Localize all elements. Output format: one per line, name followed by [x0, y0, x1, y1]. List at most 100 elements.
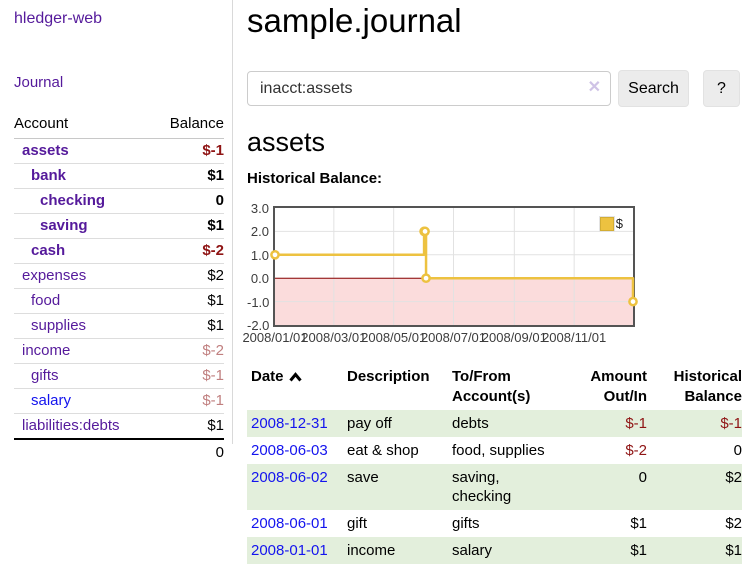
account-row: food $1 — [14, 288, 224, 314]
chart-title: Historical Balance: — [247, 170, 383, 187]
main-content: sample.journal ✕ Search ? assets Histori… — [234, 0, 742, 582]
account-link[interactable]: expenses — [22, 267, 87, 284]
register-description: income — [347, 542, 396, 559]
x-axis-tick-label: 2008/05/01 — [361, 330, 427, 345]
account-link[interactable]: assets — [22, 142, 69, 159]
account-link[interactable]: cash — [31, 242, 66, 259]
register-row: 2008-06-03 eat & shop food, supplies $-2 0 — [247, 437, 742, 464]
register-amount: 0 — [638, 469, 647, 486]
register-header-accounts: To/From Account(s) — [452, 368, 531, 405]
y-axis-tick-label: -1.0 — [247, 294, 270, 310]
register-balance: 0 — [733, 442, 742, 459]
register-header-balance: Historical Balance — [673, 368, 742, 405]
register-date-link[interactable]: 2008-06-03 — [251, 442, 328, 459]
y-axis-tick-label: 2.0 — [250, 224, 269, 240]
legend-label: $ — [615, 216, 623, 231]
account-row: assets $-1 — [14, 139, 224, 164]
account-balance: 0 — [152, 188, 224, 214]
accounts-table-body: assets $-1 bank $1 checking 0 saving $1 cash $-2 e… — [14, 139, 224, 439]
account-balance: $1 — [152, 313, 224, 339]
help-button[interactable]: ? — [703, 70, 740, 107]
register-description: save — [347, 469, 379, 486]
register-accounts: salary — [452, 542, 493, 559]
legend-swatch-icon — [599, 216, 614, 231]
search-input[interactable] — [247, 71, 611, 106]
chart-marker — [270, 249, 280, 260]
register-row: 2008-12-31 pay off debts $-1 $-1 — [247, 410, 742, 437]
register-date-link[interactable]: 2008-12-31 — [251, 415, 328, 432]
register-header-date[interactable]: Date — [247, 364, 347, 410]
accounts-table-header-row: Account Balance — [14, 112, 224, 139]
accounts-total-row: 0 — [14, 438, 224, 466]
account-link[interactable]: income — [22, 342, 71, 359]
account-row: checking 0 — [14, 188, 224, 214]
x-axis-tick-label: 2008/11/01 — [542, 330, 607, 345]
y-axis-tick-label: 0.0 — [250, 271, 269, 287]
chart-marker — [420, 226, 430, 237]
chart-canvas — [270, 208, 638, 325]
y-axis-tick-label: 1.0 — [250, 247, 269, 263]
account-link[interactable]: checking — [40, 192, 106, 209]
account-row: cash $-2 — [14, 238, 224, 264]
account-link[interactable]: salary — [31, 392, 72, 409]
register-amount: $-2 — [625, 442, 647, 459]
account-row: income $-2 — [14, 338, 224, 364]
account-row: salary $-1 — [14, 388, 224, 414]
x-axis-tick-label: 2008/01/01 — [242, 330, 308, 345]
account-balance: $1 — [152, 163, 224, 189]
account-link[interactable]: liabilities:debts — [22, 417, 120, 434]
sidebar-item-journal[interactable]: Journal — [14, 74, 64, 91]
search-button[interactable]: Search — [618, 70, 689, 107]
register-balance: $2 — [725, 515, 742, 532]
account-link[interactable]: gifts — [31, 367, 59, 384]
accounts-header-balance: Balance — [152, 112, 224, 139]
chart-legend: $ — [599, 216, 623, 231]
account-balance: $1 — [152, 213, 224, 239]
account-row: gifts $-1 — [14, 363, 224, 389]
historical-balance-chart: $ 3.0 2.0 1.0 0.0 -1.0 -2.0 2008/01/01 2008/03… — [242, 196, 727, 348]
register-balance: $-1 — [720, 415, 742, 432]
account-row: supplies $1 — [14, 313, 224, 339]
register-balance: $2 — [725, 469, 742, 486]
x-axis-tick-label: 2008/03/01 — [301, 330, 367, 345]
account-row: expenses $2 — [14, 263, 224, 289]
chart-plot-area: $ — [270, 206, 638, 327]
account-balance: $-1 — [202, 142, 224, 159]
account-row: saving $1 — [14, 213, 224, 239]
account-link[interactable]: food — [31, 292, 61, 309]
y-axis-tick-label: -2.0 — [247, 318, 270, 333]
account-balance: $-1 — [152, 388, 224, 414]
account-balance: $-1 — [152, 363, 224, 389]
register-accounts: food, supplies — [452, 442, 545, 459]
register-accounts: debts — [452, 415, 489, 432]
search-form: ✕ Search ? — [247, 70, 742, 107]
chart-marker — [421, 273, 431, 284]
x-axis-tick-label: 2008/09/01 — [481, 330, 547, 345]
register-header-amount: Amount Out/In — [590, 368, 647, 405]
register-description: gift — [347, 515, 368, 532]
account-link[interactable]: bank — [31, 167, 67, 184]
register-header-description: Description — [347, 368, 430, 385]
register-header-row: Date Description To/From Account(s) Amou… — [247, 364, 742, 410]
account-balance: $1 — [152, 288, 224, 314]
register-description: eat & shop — [347, 442, 419, 459]
account-heading: assets — [247, 127, 326, 157]
account-link[interactable]: supplies — [31, 317, 87, 334]
clear-search-icon[interactable]: ✕ — [587, 79, 601, 96]
register-date-link[interactable]: 2008-01-01 — [251, 542, 328, 559]
x-axis-tick-label: 2008/07/01 — [420, 330, 487, 345]
register-date-link[interactable]: 2008-06-02 — [251, 469, 328, 486]
account-balance: $1 — [152, 413, 224, 439]
y-axis-tick-label: 3.0 — [250, 201, 269, 216]
register-balance: $1 — [725, 542, 742, 559]
app-title-link[interactable]: hledger-web — [14, 10, 103, 27]
register-row: 2008-01-01 income salary $1 $1 — [247, 537, 742, 564]
sidebar: hledger-web Journal Account Balance asse… — [0, 0, 233, 466]
register-date-link[interactable]: 2008-06-01 — [251, 515, 328, 532]
account-link[interactable]: saving — [40, 217, 88, 234]
register-row: 2008-06-02 save saving, checking 0 $2 — [247, 464, 742, 510]
accounts-header-account: Account — [14, 112, 153, 139]
register-row: 2008-06-01 gift gifts $1 $2 — [247, 510, 742, 537]
register-description: pay off — [347, 415, 392, 432]
register-amount: $-1 — [625, 415, 647, 432]
